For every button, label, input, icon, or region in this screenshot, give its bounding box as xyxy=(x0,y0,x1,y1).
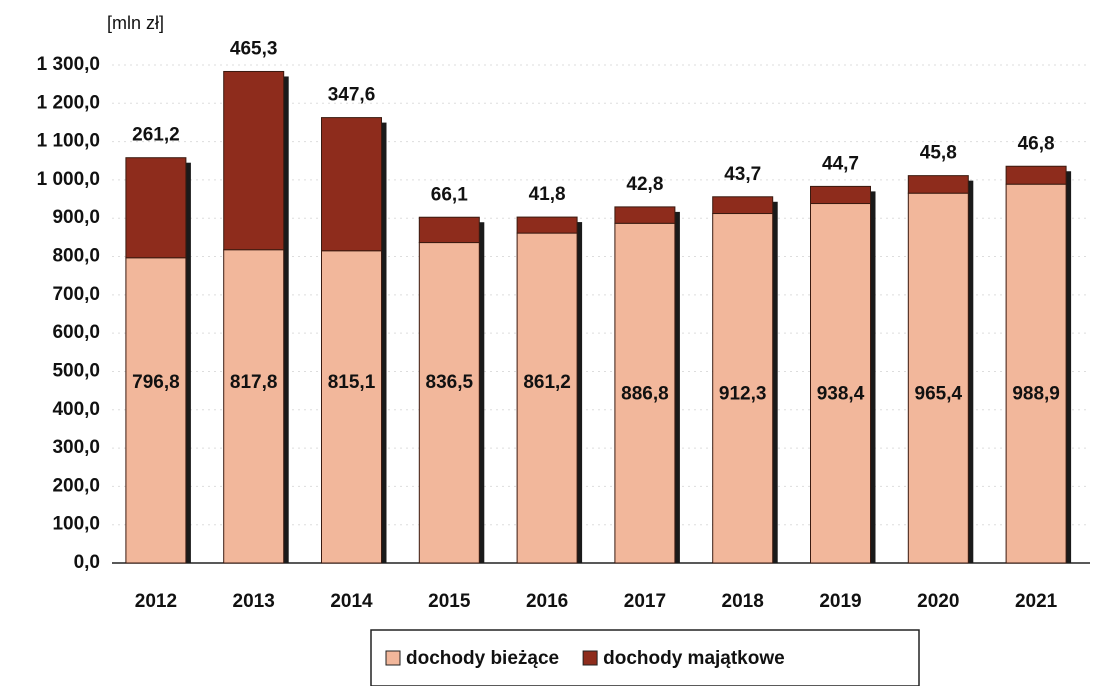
legend-swatch xyxy=(582,650,598,666)
y-tick-label: 200,0 xyxy=(52,475,100,496)
legend-label: dochody bieżące xyxy=(406,648,559,669)
x-tick-label: 2020 xyxy=(917,591,959,612)
y-tick-label: 1 300,0 xyxy=(37,54,100,75)
bar-segment xyxy=(418,216,480,244)
y-tick-label: 300,0 xyxy=(52,437,100,458)
bar-segment xyxy=(516,232,578,564)
y-tick-label: 800,0 xyxy=(52,246,100,267)
legend-label: dochody majątkowe xyxy=(603,648,785,669)
x-tick-label: 2015 xyxy=(428,591,471,612)
bar-segment xyxy=(125,157,187,259)
bar-segment xyxy=(516,216,578,234)
bar-segment xyxy=(1005,165,1067,185)
bar-segment xyxy=(418,242,480,564)
y-tick-label: 600,0 xyxy=(52,322,100,343)
value-label: 46,8 xyxy=(1018,133,1055,154)
bar-segment xyxy=(223,70,285,251)
legend-swatch xyxy=(385,650,401,666)
x-tick-label: 2014 xyxy=(330,591,373,612)
value-label: 261,2 xyxy=(132,125,180,146)
x-tick-label: 2021 xyxy=(1015,591,1058,612)
bar-segment xyxy=(907,175,969,194)
value-label: 817,8 xyxy=(230,372,278,393)
y-tick-label: 400,0 xyxy=(52,399,100,420)
y-tick-label: 100,0 xyxy=(52,514,100,535)
bar-segment xyxy=(125,257,187,564)
bar-segment xyxy=(907,192,969,564)
bar-segment xyxy=(614,222,676,564)
y-tick-label: 1 000,0 xyxy=(37,169,100,190)
y-tick-label: 1 100,0 xyxy=(37,131,100,152)
bar-segment xyxy=(810,203,871,564)
legend xyxy=(370,629,920,686)
value-label: 815,1 xyxy=(328,372,376,393)
y-tick-label: 1 200,0 xyxy=(37,92,100,113)
bar-segment xyxy=(321,117,382,252)
value-label: 465,3 xyxy=(230,38,278,59)
value-label: 938,4 xyxy=(817,383,865,404)
x-tick-label: 2012 xyxy=(135,591,177,612)
value-label: 965,4 xyxy=(915,383,963,404)
bar-segment xyxy=(614,206,676,224)
y-tick-label: 0,0 xyxy=(74,552,100,573)
bar-segment xyxy=(712,196,774,215)
x-tick-label: 2019 xyxy=(819,591,861,612)
value-label: 45,8 xyxy=(920,143,957,164)
bar-segment xyxy=(1005,183,1067,564)
bar-segment xyxy=(223,249,285,564)
value-label: 41,8 xyxy=(529,184,566,205)
value-label: 66,1 xyxy=(431,184,468,205)
value-label: 347,6 xyxy=(328,85,376,106)
y-tick-label: 500,0 xyxy=(52,360,100,381)
value-label: 43,7 xyxy=(724,164,761,185)
x-tick-label: 2016 xyxy=(526,591,568,612)
x-tick-label: 2017 xyxy=(624,591,666,612)
y-axis-label: [mln zł] xyxy=(107,13,164,33)
bar-segment xyxy=(321,250,382,564)
value-label: 912,3 xyxy=(719,383,767,404)
value-label: 886,8 xyxy=(621,383,669,404)
value-label: 42,8 xyxy=(626,174,663,195)
value-label: 44,7 xyxy=(822,153,859,174)
y-tick-label: 900,0 xyxy=(52,207,100,228)
value-label: 836,5 xyxy=(426,372,474,393)
value-label: 988,9 xyxy=(1012,383,1060,404)
bar-segment xyxy=(810,185,871,205)
y-tick-label: 700,0 xyxy=(52,284,100,305)
value-label: 861,2 xyxy=(523,372,571,393)
x-tick-label: 2013 xyxy=(233,591,275,612)
x-tick-label: 2018 xyxy=(722,591,764,612)
value-label: 796,8 xyxy=(132,372,180,393)
